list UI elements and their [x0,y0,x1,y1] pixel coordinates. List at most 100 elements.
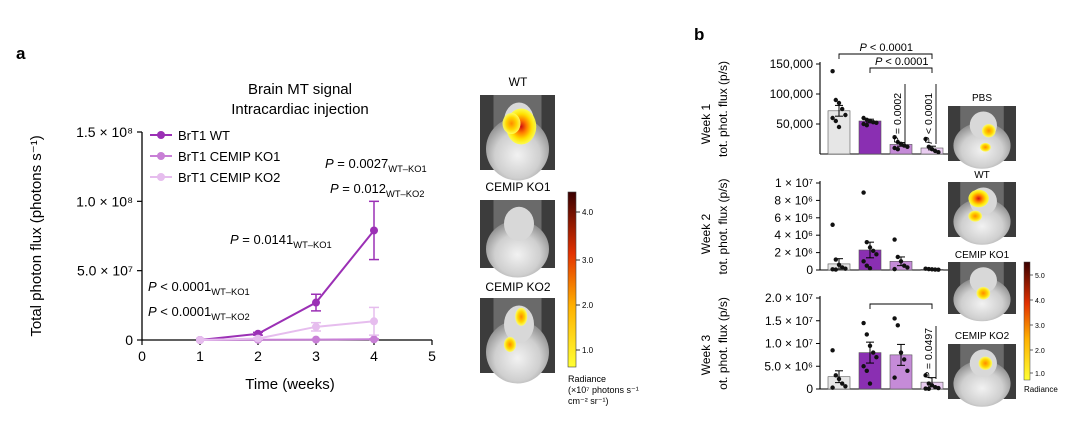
y-tick-label: 8 × 10⁶ [774,193,813,207]
y-tick-label: 0 [125,332,133,348]
data-point [898,141,904,146]
significance-bracket [869,67,933,73]
colorbar-tick-label: 4.0 [1035,298,1045,305]
data-point [861,364,866,369]
data-point [370,317,378,326]
imaging-panel-a: WT CEMIP KO1 CEMIP KO2 4.0 3.0 2.0 1.0 Radiance… [480,75,639,406]
y-tick-label: 2.0 × 10⁷ [765,291,813,305]
data-point [830,385,835,390]
y-tick-label: 1.0 × 10⁷ [765,337,813,351]
mouse-head [969,267,997,294]
y-axis-label: tot. phot. flux (p/s) [716,178,730,274]
y-tick-label: 6 × 10⁶ [774,211,813,225]
data-point [929,267,935,272]
data-point [871,350,876,355]
x-axis-label: Time (weeks) [245,376,334,393]
data-point [830,267,835,272]
colorbar-title-line: cm⁻² sr⁻¹) [568,396,609,406]
bar-charts-panel-b: Week 1 tot. phot. flux (p/s) 50,000100,000… [699,42,952,396]
data-point [861,190,866,195]
data-point [898,350,904,355]
x-tick-label: 5 [428,348,436,364]
data-point [833,267,838,272]
data-point [923,373,928,378]
panel-b-letter: b [694,25,704,44]
mouse-body [486,320,549,384]
y-tick-label: 50,000 [776,117,813,131]
bioluminescence-signal [502,113,521,134]
data-point [895,254,900,260]
image-label: WT [509,75,528,89]
x-tick-label: 2 [254,348,262,364]
significance-label: P = 0.0497 [923,328,935,379]
x-tick-label: 3 [312,348,320,364]
data-point [923,266,928,271]
bar-chart-3: Week 3 ot. phot. flux (p/s) 0 5.0 × 10⁶ 1.0 … [699,291,952,396]
data-point [196,336,204,344]
data-point [929,147,935,152]
data-point [905,265,910,270]
data-point [312,322,320,331]
colorbar-tick-label: 1.0 [582,346,594,355]
x-tick-label: 1 [196,348,204,364]
data-point [830,115,835,121]
data-point [871,248,876,254]
data-point [892,375,897,380]
data-point [840,381,845,386]
data-point [864,332,869,337]
data-point [864,368,869,373]
data-point [867,381,873,386]
mouse-image [948,182,1016,245]
colorbar-tick-label: 3.0 [1035,323,1045,330]
row-label: Week 3 [699,334,713,375]
data-point [874,120,879,126]
data-point [370,335,378,344]
image-label: CEMIP KO1 [955,250,1010,261]
p-value-annotation: P < 0.0001WT–KO1 [148,279,250,297]
data-point [861,320,866,326]
legend-label: BrT1 WT [178,128,230,143]
image-label: CEMIP KO2 [485,280,550,294]
mouse-image [948,262,1016,322]
data-point [312,335,320,344]
colorbar-title-line: Radiance [568,374,606,384]
colorbar-tick-label: 3.0 [582,256,594,265]
image-label: CEMIP KO1 [485,180,550,194]
data-point [926,144,931,149]
legend-swatch-dot [157,152,165,160]
data-point [892,237,897,242]
legend-label: BrT1 CEMIP KO1 [178,149,280,164]
data-point [936,150,941,155]
significance-label: P < 0.0001 [923,93,935,144]
data-point [892,316,897,321]
x-tick-label: 4 [370,348,378,364]
colorbar [567,191,577,368]
chart-title-line: Brain MT signal [248,81,352,98]
colorbar-tick-label: 1.0 [1035,371,1045,378]
colorbar-title-line: (×10⁷ photons s⁻¹ [568,385,639,395]
data-point [864,263,869,268]
data-point [898,259,904,264]
bar-chart-1: Week 1 tot. phot. flux (p/s) 50,000 100,000… [699,42,952,157]
y-tick-label: 2 × 10⁶ [774,246,813,260]
p-value-annotation: P < 0.0001WT–KO2 [148,304,250,322]
data-point [895,139,900,145]
mouse-body [953,360,1011,407]
p-value-annotation: P = 0.0141WT–KO1 [230,232,332,250]
image-label: CEMIP KO2 [955,331,1010,342]
data-point [867,343,873,348]
y-axis-label: tot. phot. flux (p/s) [716,61,730,157]
data-point [923,386,928,391]
y-tick-label: 1 × 10⁷ [775,176,813,190]
bioluminescence-signal [968,210,982,222]
row-label: Week 2 [699,213,713,254]
data-point [836,262,842,267]
series-line [199,320,375,341]
p-value-annotation: P = 0.0027WT–KO1 [325,156,427,174]
data-point [861,115,866,121]
data-point [312,298,320,307]
y-tick-label: 1.5 × 10⁸ [76,124,133,140]
data-point [926,386,931,391]
y-tick-label: 1.0 × 10⁸ [76,193,133,209]
bioluminescence-signal [504,337,516,352]
